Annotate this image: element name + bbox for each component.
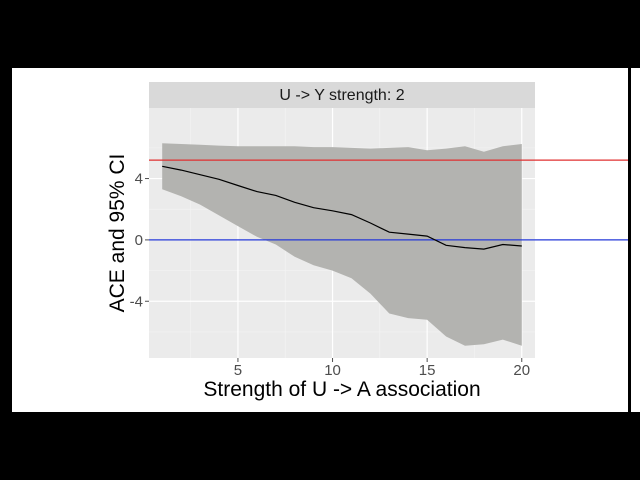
x-tick-label: 15 — [419, 362, 436, 379]
x-axis-title: Strength of U -> A association — [203, 378, 480, 401]
facet-strip — [149, 82, 535, 108]
y-axis-title: ACE and 95% CI — [106, 154, 129, 313]
y-tick-label: 4 — [135, 171, 143, 188]
x-tick-label: 5 — [234, 362, 242, 379]
y-tick-label: 0 — [135, 232, 143, 249]
x-tick-label: 10 — [324, 362, 341, 379]
x-tick-label: 20 — [513, 362, 530, 379]
slide-panel: U -> Y strength: 2 5 10 15 20 -4 0 4 Strength … — [12, 68, 628, 412]
axes: 5 10 15 20 -4 0 4 — [130, 171, 530, 379]
next-slide-edge — [631, 68, 640, 412]
ci-band — [162, 143, 522, 346]
estimate-line-layer — [162, 165, 522, 250]
facet-strip-label: U -> Y strength: 2 — [279, 87, 404, 104]
ci-band-layer — [162, 143, 522, 346]
reference-lines — [149, 159, 628, 241]
ace-chart: U -> Y strength: 2 5 10 15 20 -4 0 4 Strength … — [106, 82, 628, 401]
y-tick-label: -4 — [130, 293, 143, 310]
ace-estimate-line — [162, 165, 522, 250]
